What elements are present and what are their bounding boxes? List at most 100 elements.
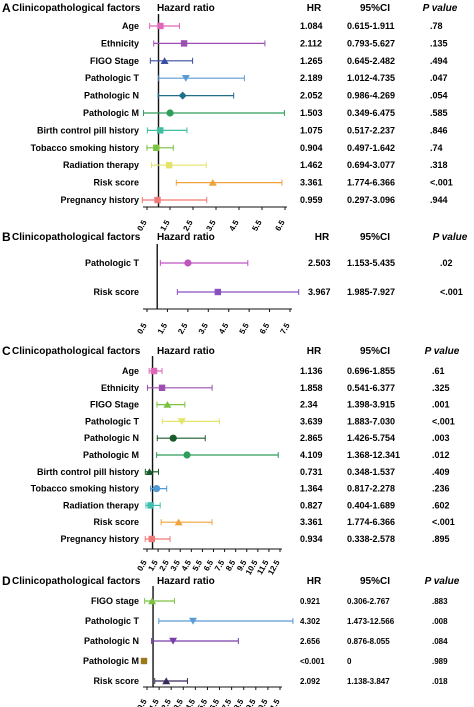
ci-value: 0.696-1.855: [347, 366, 395, 376]
header-factors: Clinicopathological factors: [12, 232, 141, 243]
header-hr: HR: [307, 346, 322, 357]
hr-point: [169, 434, 177, 442]
hr-value: 0.827: [300, 500, 323, 510]
hr-point: [148, 597, 157, 605]
row-label: Tobacco smoking history: [31, 143, 139, 153]
row-label: Radiation therapy: [63, 500, 139, 510]
row-label: Tobacco smoking history: [31, 484, 139, 494]
hr-value: 4.302: [300, 617, 321, 626]
header-hr: HR: [307, 576, 322, 587]
panel-letter: A: [2, 1, 11, 15]
row-label: Birth control pill history: [37, 125, 139, 135]
p-value: .012: [432, 450, 450, 460]
p-value: .047: [430, 73, 448, 83]
x-tick-label: 5.5: [250, 218, 264, 233]
panel-a: A Clinicopathological factors Hazard ratio…: [2, 1, 458, 233]
panel-letter: B: [2, 230, 11, 244]
hr-value: 1.858: [300, 383, 323, 393]
ci-value: 1.398-3.915: [347, 400, 395, 410]
header-ci: 95%CI: [360, 346, 390, 357]
hr-point: [157, 22, 164, 30]
panel-b: B Clinicopathological factors Hazard ratio…: [2, 230, 468, 336]
ci-value: 1.426-5.754: [347, 433, 395, 443]
hr-value: 2.865: [300, 433, 323, 443]
row-label: Pathologic T: [85, 616, 140, 626]
x-tick-label: 2.5: [160, 697, 174, 707]
x-tick-label: 3.5: [197, 321, 211, 336]
p-value: .944: [430, 195, 448, 205]
hr-point: [157, 127, 164, 134]
p-value: .084: [432, 637, 448, 646]
x-tick-label: 9.5: [244, 697, 258, 707]
hr-point: [180, 40, 188, 47]
hr-point: [178, 91, 187, 100]
hr-point: [174, 518, 183, 526]
row-label: Pregnancy history: [60, 534, 139, 544]
row-label: FIGO stage: [91, 596, 139, 606]
p-value: .054: [430, 91, 448, 101]
p-value: .008: [432, 617, 448, 626]
hr-value: 1.075: [300, 125, 323, 135]
hr-point: [163, 401, 172, 408]
hr-value: 2.656: [300, 637, 321, 646]
ci-value: 0.297-3.096: [347, 195, 395, 205]
row-label: Pathologic T: [85, 258, 140, 268]
header-ci: 95%CI: [360, 3, 390, 14]
header-hr: HR: [315, 232, 330, 243]
row-label: Pathologic M: [83, 656, 139, 666]
hr-value: 1.462: [300, 160, 323, 170]
row-label: Risk score: [93, 517, 139, 527]
header-hazard-ratio: Hazard ratio: [157, 576, 215, 587]
hr-point: [162, 677, 171, 685]
p-value: .989: [432, 657, 448, 666]
row-label: Risk score: [93, 676, 139, 686]
header-factors: Clinicopathological factors: [12, 3, 141, 14]
p-value: .585: [430, 108, 448, 118]
hr-point: [148, 535, 156, 543]
x-tick-label: 0.5: [135, 697, 149, 707]
hr-value: 3.967: [308, 287, 331, 297]
x-tick-label: 5.5: [196, 697, 210, 707]
hr-point: [188, 617, 197, 625]
ci-value: 0.541-6.377: [347, 383, 395, 393]
hr-value: 2.189: [300, 73, 323, 83]
p-value: .74: [430, 143, 443, 153]
hr-value: 1.084: [300, 21, 323, 31]
ci-value: 0.517-2.237: [347, 125, 395, 135]
hr-point: [183, 451, 191, 459]
x-tick-label: 3.5: [204, 218, 218, 233]
hr-value: 2.112: [300, 38, 322, 48]
hr-point: [147, 502, 154, 509]
row-label: Pathologic M: [83, 450, 139, 460]
x-tick-label: 2.5: [181, 218, 195, 233]
x-tick-label: 5.5: [238, 321, 252, 336]
hr-value: 0.934: [300, 534, 323, 544]
hr-point: [160, 57, 169, 64]
ci-value: 0.615-1.911: [347, 21, 395, 31]
ci-value: 1.985-7.927: [347, 287, 395, 297]
x-tick-label: 4.5: [227, 218, 241, 233]
ci-value: 0.497-1.642: [347, 143, 395, 153]
hr-value: <0.001: [300, 657, 325, 666]
ci-value: 0.694-3.077: [347, 160, 395, 170]
p-value: .018: [432, 677, 448, 686]
ci-value: 0.338-2.578: [347, 534, 395, 544]
row-label: Radiation therapy: [63, 160, 139, 170]
ci-value: 1.883-7.030: [347, 416, 395, 426]
p-value: .001: [432, 400, 450, 410]
header-p-value: P value: [425, 346, 460, 357]
row-label: Pregnancy history: [60, 195, 139, 205]
hr-value: 2.34: [300, 400, 318, 410]
hr-point: [154, 196, 161, 204]
hr-point: [150, 367, 158, 375]
x-tick-label: 1.5: [156, 321, 170, 336]
row-label: Pathologic T: [85, 416, 140, 426]
panel-letter: D: [2, 574, 11, 588]
row-label: Ethnicity: [101, 38, 139, 48]
hr-value: 2.503: [308, 258, 331, 268]
ci-value: 0.876-8.055: [347, 637, 390, 646]
row-label: Birth control pill history: [37, 467, 139, 477]
hr-point: [214, 288, 222, 296]
panel-c: C Clinicopathological factors Hazard ratio…: [2, 344, 460, 576]
